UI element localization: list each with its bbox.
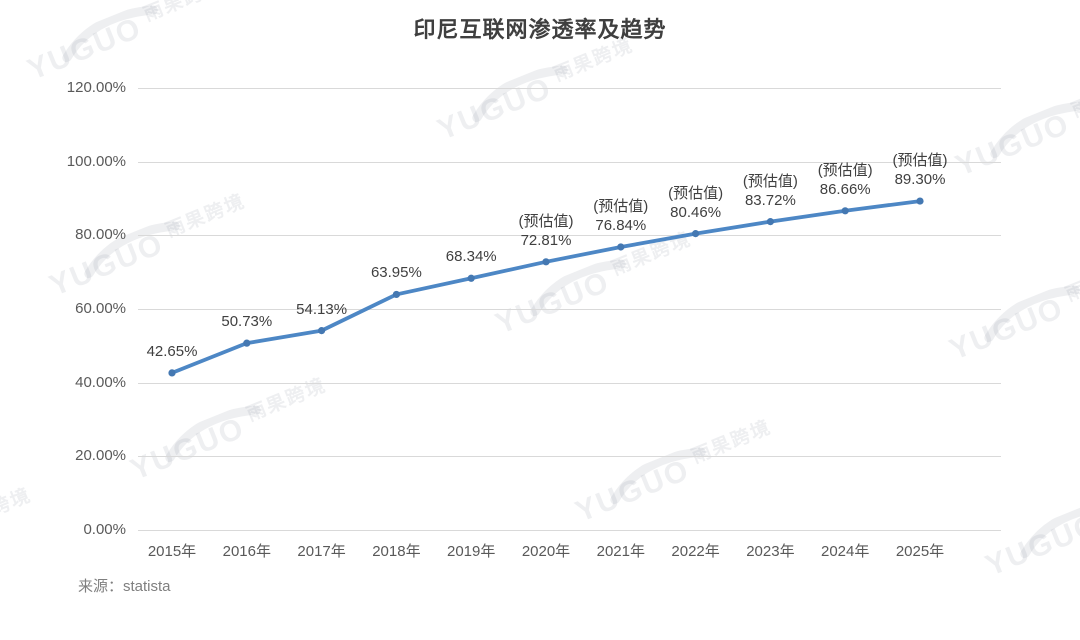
- data-point-marker: [467, 274, 475, 282]
- data-point-value: 76.84%: [595, 216, 647, 234]
- y-tick-label: 120.00%: [66, 79, 126, 96]
- data-point-marker: [168, 369, 176, 377]
- chart-canvas: YUGUO雨果跨境 YUGUO雨果跨境 YUGUO雨果跨境 YUGUO雨果跨境 YUGU…: [0, 0, 1080, 595]
- estimate-tag: (预估值): [742, 172, 798, 190]
- data-point-marker: [318, 327, 326, 335]
- gridline-120: [138, 88, 1001, 89]
- data-point-label: 63.95%: [326, 263, 466, 282]
- data-point-marker: [617, 243, 625, 251]
- data-point-value: 72.81%: [520, 231, 572, 249]
- data-point-label: (预估值) 76.84%: [551, 197, 691, 235]
- y-tick-label: 40.00%: [75, 373, 126, 391]
- data-point-marker: [243, 339, 251, 347]
- data-point-value: 80.46%: [670, 203, 722, 221]
- data-point-label: (预估值) 86.66%: [775, 161, 915, 199]
- x-tick-label: 2018年: [372, 543, 421, 560]
- x-tick-label: 2022年: [671, 543, 720, 560]
- y-tick-label: 20.00%: [75, 447, 126, 465]
- data-point-marker: [392, 290, 400, 299]
- chart-title: 印尼互联网渗透率及趋势: [413, 17, 667, 42]
- x-tick-label: 2017年: [297, 543, 346, 560]
- x-tick-label: 2025年: [895, 543, 945, 560]
- x-tick-label: 2023年: [746, 543, 795, 560]
- x-tick-label: 2019年: [447, 543, 496, 560]
- y-tick-label: 100.00%: [66, 152, 126, 170]
- data-point-label: 54.13%: [252, 300, 392, 319]
- data-point-label: (预估值) 83.72%: [700, 172, 840, 210]
- estimate-tag: (预估值): [518, 212, 574, 230]
- x-tick-label: 2020年: [521, 543, 571, 560]
- gridline-100: [138, 161, 1001, 163]
- data-point-label: (预估值) 80.46%: [626, 184, 766, 222]
- data-point-value: 68.34%: [445, 248, 497, 266]
- data-point-value: 54.13%: [296, 300, 348, 318]
- data-point-label: 68.34%: [401, 247, 541, 266]
- data-point-label: (预估值) 89.30%: [850, 151, 990, 189]
- x-tick-label: 2016年: [222, 543, 271, 560]
- gridline-20: [138, 456, 1001, 458]
- x-tick-label: 2015年: [147, 543, 197, 560]
- estimate-tag: (预估值): [593, 197, 649, 215]
- data-point-marker: [916, 197, 924, 205]
- gridline-40: [138, 382, 1001, 384]
- gridline-60: [138, 309, 1001, 310]
- data-point-value: 83.72%: [744, 191, 796, 209]
- data-point-value: 50.73%: [221, 313, 273, 331]
- data-point-marker: [692, 230, 700, 238]
- gridline-80: [138, 235, 1001, 237]
- y-tick-label: 60.00%: [75, 300, 126, 317]
- data-point-label: 50.73%: [177, 312, 317, 331]
- data-point-marker: [841, 207, 849, 215]
- x-tick-label: 2024年: [821, 543, 870, 560]
- data-point-value: 86.66%: [819, 180, 871, 198]
- estimate-tag: (预估值): [817, 161, 873, 179]
- x-tick-label: 2021年: [596, 543, 645, 560]
- data-point-value: 89.30%: [894, 171, 946, 189]
- data-point-marker: [766, 218, 775, 226]
- data-point-marker: [542, 258, 550, 266]
- source-note: 来源：statista: [78, 578, 171, 595]
- estimate-tag: (预估值): [892, 152, 948, 170]
- data-point-label: 42.65%: [102, 342, 242, 361]
- data-point-label: (预估值) 72.81%: [476, 212, 616, 250]
- y-tick-label: 0.00%: [83, 521, 126, 538]
- gridline-0: [138, 530, 1001, 531]
- y-tick-label: 80.00%: [75, 226, 126, 244]
- data-point-value: 42.65%: [146, 342, 198, 360]
- estimate-tag: (预估值): [668, 184, 724, 202]
- data-point-value: 63.95%: [370, 264, 422, 282]
- line-series: [168, 197, 924, 377]
